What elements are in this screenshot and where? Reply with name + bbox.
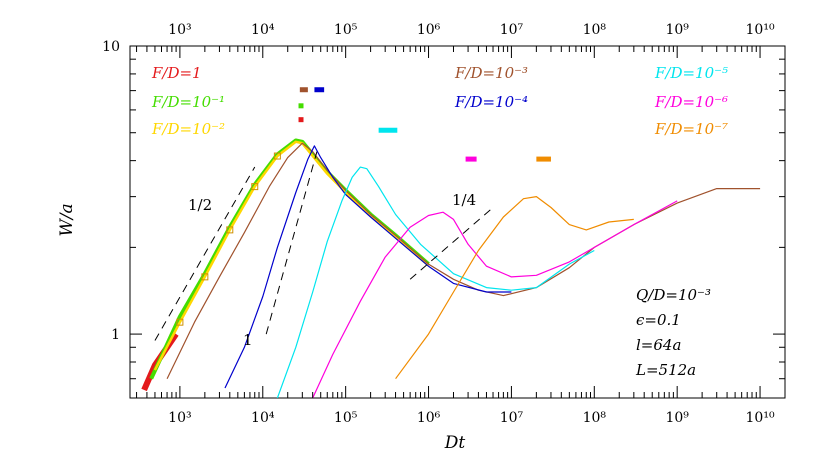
x-tick-label-top: 10⁷ [500,22,524,38]
y-axis-title: W/a [57,203,77,236]
series-line-f-d-10 [276,166,595,398]
param-l-small: l=64a [636,336,681,354]
slope-lines [154,151,494,341]
x-tick-label-bottom: 10⁷ [500,410,524,426]
data-point-fd-1e-2 [226,226,234,234]
plot-frame [129,45,786,399]
param-l-large: L=512a [635,361,696,379]
x-tick-label-top: 10¹⁰ [746,22,775,38]
series-layer [141,138,761,398]
x-tick-label-top: 10⁹ [665,22,689,38]
param-epsilon: ϵ=0.1 [636,311,681,329]
legend-entry-fd-1e-7: F/D=10⁻⁷ [654,120,728,138]
legend-entry-fd-1e-2: F/D=10⁻² [151,120,225,138]
slope-line-1-2 [154,166,256,341]
slope-label-one: 1 [243,331,253,349]
x-tick-label-bottom: 10⁴ [251,410,275,426]
x-tick-label-bottom: 10⁹ [665,410,689,426]
legend-entry-fd-1e-3: F/D=10⁻³ [454,64,528,82]
marker-f-d-10 [536,156,551,162]
marker-f-d-10 [314,87,325,93]
x-tick-label-bottom: 10⁵ [334,410,358,426]
x-axis-title: Dt [444,433,466,453]
axes-layer: 10³ 10³ 10⁴ 10⁴ 10⁵ 10⁵ 10⁶ 10⁶ 10⁷ 10⁷ 10⁸ 10⁸ 10⁹ 1… [102,22,786,426]
slope-label-quarter: 1/4 [452,191,476,209]
x-tick-label-bottom: 10⁸ [583,410,607,426]
y-tick-label: 1 [111,327,120,343]
series-line-f-d-10 [395,196,634,380]
slope-line-1-4 [409,207,494,280]
data-point-fd-1e-2 [176,318,184,326]
plot-area [129,45,786,399]
x-tick-label-top: 10⁴ [251,22,275,38]
x-tick-label-bottom: 10⁶ [417,410,441,426]
legend-entry-fd-1e-1: F/D=10⁻¹ [151,93,225,111]
legend-entry-fd-1e-5: F/D=10⁻⁵ [654,64,728,82]
marker-f-d-1 [298,117,304,123]
x-tick-label-bottom: 10¹⁰ [746,410,775,426]
slope-line-1 [265,151,318,335]
marker-f-d-10 [465,156,477,162]
series-line-f-d-10 [224,145,512,389]
marker-f-d-10 [299,87,308,93]
x-tick-label-top: 10³ [168,22,191,38]
series-line-f-d-10 [312,200,678,398]
y-tick-label: 10 [102,39,120,55]
legend-entry-fd-1e-4: F/D=10⁻⁴ [454,93,528,111]
data-point-fd-1e-2 [251,183,259,191]
x-tick-label-top: 10⁵ [334,22,358,38]
markers-layer [298,87,551,162]
legend-entry-fd-1e-6: F/D=10⁻⁶ [654,93,728,111]
x-tick-label-bottom: 10³ [168,410,191,426]
marker-f-d-10 [378,127,398,133]
x-tick-label-top: 10⁸ [583,22,607,38]
legend-entry-fd-1: F/D=1 [151,64,202,82]
param-q-over-d: Q/D=10⁻³ [636,286,711,304]
x-tick-label-top: 10⁶ [417,22,441,38]
marker-f-d-10 [298,103,304,109]
slope-label-half: 1/2 [188,196,212,214]
data-point-fd-1e-2 [201,273,209,281]
data-point-fd-1e-2 [273,152,281,160]
